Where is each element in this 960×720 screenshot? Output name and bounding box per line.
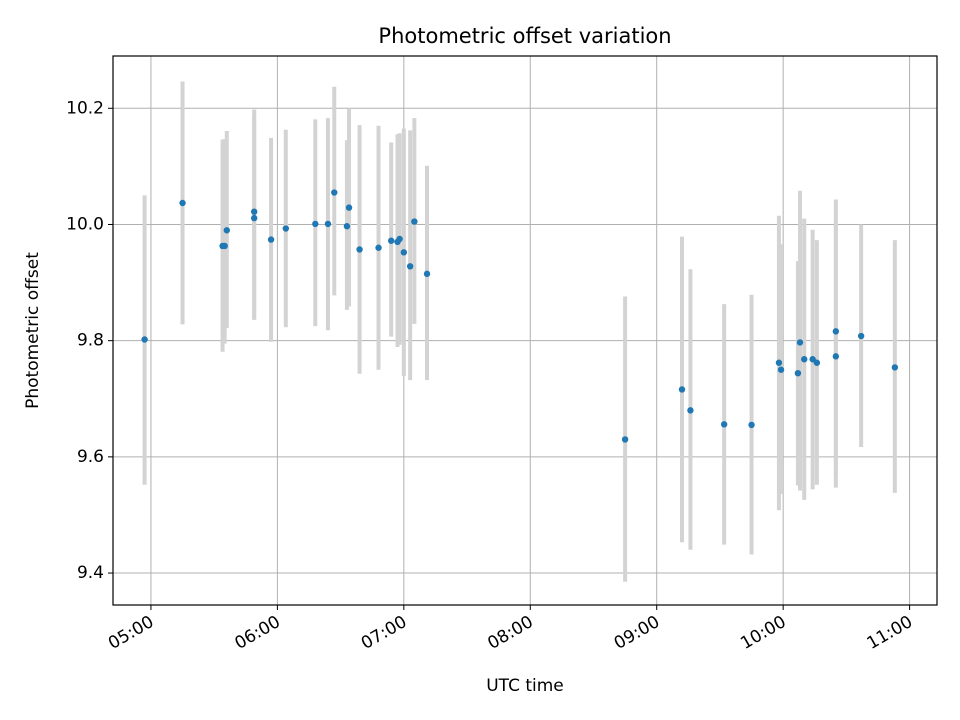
y-tick-label: 9.4 bbox=[77, 563, 104, 583]
data-point bbox=[356, 246, 363, 253]
data-point bbox=[720, 421, 728, 428]
data-point bbox=[809, 356, 816, 363]
data-point bbox=[375, 244, 382, 251]
data-point bbox=[250, 208, 258, 215]
data-point bbox=[801, 356, 808, 363]
plot-frame bbox=[112, 55, 938, 606]
data-point bbox=[796, 339, 804, 346]
data-point bbox=[748, 421, 755, 429]
grid-layer bbox=[113, 56, 937, 605]
data-point bbox=[777, 366, 785, 373]
data-point bbox=[678, 386, 686, 393]
data-point bbox=[891, 364, 899, 371]
x-axis-label: UTC time bbox=[486, 676, 564, 696]
data-point bbox=[324, 220, 332, 228]
data-point bbox=[312, 220, 319, 228]
data-point bbox=[250, 214, 258, 222]
x-tick-label: 09:00 bbox=[611, 612, 663, 654]
data-point bbox=[406, 263, 414, 270]
data-point bbox=[179, 199, 186, 207]
data-point bbox=[423, 270, 431, 278]
data-point bbox=[687, 407, 694, 414]
data-point bbox=[223, 227, 231, 234]
data-point bbox=[857, 332, 865, 340]
data-point bbox=[141, 336, 148, 343]
data-point-layer bbox=[141, 189, 899, 443]
x-tick-label: 05:00 bbox=[105, 612, 157, 654]
x-tick-label: 06:00 bbox=[231, 612, 283, 654]
data-point bbox=[813, 359, 821, 366]
chart-title: Photometric offset variation bbox=[378, 24, 671, 48]
y-axis-label: Photometric offset bbox=[23, 252, 43, 409]
data-point bbox=[267, 236, 275, 243]
data-point bbox=[621, 436, 629, 443]
y-tick-label: 10.2 bbox=[66, 98, 104, 118]
y-tick-label: 10.0 bbox=[66, 214, 104, 234]
y-tick-label: 9.6 bbox=[77, 447, 104, 467]
tick-layer: 9.4 9.6 9.8 10.0 10.2 05:00 06:00 07:00 08:00 09:… bbox=[66, 98, 916, 654]
data-point bbox=[343, 223, 351, 230]
error-bar-layer bbox=[142, 81, 897, 582]
x-tick-label: 11:00 bbox=[864, 612, 916, 654]
x-tick-label: 07:00 bbox=[358, 612, 410, 654]
data-point bbox=[345, 204, 353, 211]
data-point bbox=[331, 189, 338, 196]
y-tick-label: 9.8 bbox=[77, 331, 104, 351]
data-point bbox=[282, 225, 290, 232]
x-tick-label: 08:00 bbox=[484, 612, 536, 654]
data-point bbox=[775, 359, 783, 366]
data-point bbox=[387, 237, 395, 244]
data-point bbox=[794, 370, 802, 377]
data-point bbox=[221, 242, 228, 250]
x-tick-label: 10:00 bbox=[737, 612, 789, 654]
data-point bbox=[832, 328, 840, 335]
data-point bbox=[832, 353, 840, 360]
data-point bbox=[411, 218, 418, 225]
data-point bbox=[400, 249, 408, 256]
data-point bbox=[396, 235, 403, 243]
